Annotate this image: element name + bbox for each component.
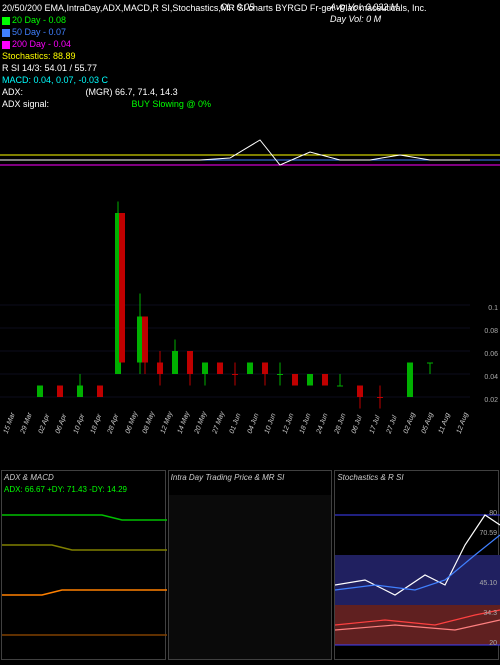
svg-text:34.3: 34.3	[484, 610, 498, 617]
oscillator-panel	[0, 130, 500, 180]
intraday-panel[interactable]: Intra Day Trading Price & MR SI	[168, 470, 333, 660]
ema200-swatch	[2, 41, 10, 49]
macd-label: MACD: 0.04, 0.07, -0.03 C	[2, 74, 498, 86]
stochastics-panel[interactable]: Stochastics & R SI 80 70.59 45.10 34.3 20	[334, 470, 499, 660]
candlestick-chart	[0, 190, 470, 420]
panel3-title: Stochastics & R SI	[335, 471, 498, 484]
stoch-label: Stochastics: 88.89	[2, 50, 498, 62]
adx-macd-panel[interactable]: ADX & MACD ADX: 66.67 +DY: 71.43 -DY: 14…	[1, 470, 166, 660]
adx-signal-label: ADX signal:	[2, 99, 49, 109]
price-axis: 0.1 0.08 0.06 0.04 0.02	[472, 190, 498, 420]
ema200-label: 200 Day - 0.04	[12, 39, 71, 49]
rsi-label: R SI 14/3: 54.01 / 55.77	[2, 62, 498, 74]
adx-lines	[2, 495, 167, 660]
close-price: CL: 0.05	[220, 2, 254, 12]
svg-text:70.59: 70.59	[480, 530, 498, 537]
svg-text:20: 20	[490, 640, 498, 647]
ema20-label: 20 Day - 0.08	[12, 15, 66, 25]
adx-signal-value: BUY Slowing @ 0%	[132, 99, 212, 109]
price-tick: 0.06	[484, 351, 498, 358]
main-chart[interactable]	[0, 190, 470, 420]
panel2-title: Intra Day Trading Price & MR SI	[169, 471, 332, 484]
adx-value: (MGR) 66.7, 71.4, 14.3	[86, 87, 178, 97]
price-tick: 0.02	[484, 397, 498, 404]
price-tick: 0.08	[484, 328, 498, 335]
svg-text:45.10: 45.10	[480, 580, 498, 587]
price-tick: 0.04	[484, 374, 498, 381]
day-vol: Day Vol: 0 M	[330, 14, 381, 24]
ema20-swatch	[2, 17, 10, 25]
bottom-panels: ADX & MACD ADX: 66.67 +DY: 71.43 -DY: 14…	[0, 470, 500, 660]
oscillator-svg	[0, 130, 500, 180]
panel1-info: ADX: 66.67 +DY: 71.43 -DY: 14.29	[2, 484, 165, 495]
svg-text:80: 80	[490, 510, 498, 517]
header-info: 20/50/200 EMA,IntraDay,ADX,MACD,R SI,Sto…	[2, 2, 498, 110]
ema50-swatch	[2, 29, 10, 37]
panel1-title: ADX & MACD	[2, 471, 165, 484]
ema50-label: 50 Day - 0.07	[12, 27, 66, 37]
stoch-lines: 80 70.59 45.10 34.3 20	[335, 495, 500, 665]
adx-label: ADX:	[2, 87, 23, 97]
price-tick: 0.1	[488, 305, 498, 312]
avg-vol: Avg Vol: 0.032 M	[330, 2, 398, 12]
date-axis: 15 Mar29 Mar02 Apr06 Apr10 Apr18 Apr28 A…	[0, 420, 470, 460]
